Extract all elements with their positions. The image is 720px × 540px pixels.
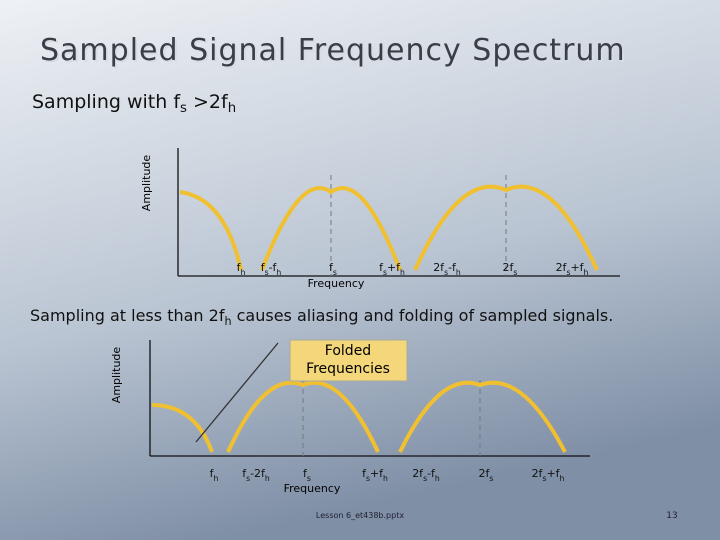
- text-run: f: [261, 261, 266, 274]
- text-run: -f: [269, 261, 278, 274]
- text-run: 2f: [556, 261, 568, 274]
- spectrum-arc: [151, 403, 214, 453]
- subscript: s: [307, 474, 311, 483]
- text-run: -f: [427, 467, 436, 480]
- subscript: h: [214, 474, 219, 483]
- text-run: 2f: [532, 467, 544, 480]
- spectrum-arc: [398, 380, 567, 453]
- subscript: h: [276, 268, 281, 277]
- frequency-label: 2fs-fh: [433, 261, 461, 277]
- subscript: s: [383, 268, 387, 277]
- frequency-label: fh: [210, 467, 219, 483]
- subscript: s: [513, 268, 517, 277]
- y-axis-label: Amplitude: [140, 155, 153, 212]
- callout: Folded: [325, 343, 371, 359]
- frequency-label: fs: [303, 467, 311, 483]
- text-run: f: [303, 467, 308, 480]
- text-run: 2f: [433, 261, 445, 274]
- subscript: s: [444, 268, 448, 277]
- spectrum-arc: [226, 380, 380, 453]
- subscript: h: [228, 101, 236, 116]
- subscript: h: [560, 474, 565, 483]
- footer-file: Lesson 6_et438b.pptx: [316, 511, 404, 520]
- text-run: +f: [570, 261, 584, 274]
- page-number: 13: [666, 511, 677, 521]
- text-run: f: [379, 261, 384, 274]
- frequency-label: fh: [237, 261, 246, 277]
- subscript: s: [489, 474, 493, 483]
- subscript: s: [566, 268, 570, 277]
- text-run: +f: [387, 261, 401, 274]
- subtitle: Sampling with fs >2fh: [32, 91, 236, 116]
- subscript: h: [456, 268, 461, 277]
- text-run: +f: [546, 467, 560, 480]
- text-run: -2f: [250, 467, 266, 480]
- spectrum-arc: [260, 186, 402, 271]
- text-run: -f: [448, 261, 457, 274]
- text-run: >2f: [187, 91, 229, 113]
- text-run: 2f: [412, 467, 424, 480]
- text-run: +f: [370, 467, 384, 480]
- subscript: h: [584, 268, 589, 277]
- frequency-label: 2fs+fh: [556, 261, 589, 277]
- frequency-label: 2fs-fh: [412, 467, 440, 483]
- subscript: h: [224, 315, 231, 328]
- frequency-label: fs-fh: [261, 261, 282, 277]
- text-run: f: [329, 261, 334, 274]
- x-axis-label: Frequency: [284, 482, 341, 495]
- subscript: h: [383, 474, 388, 483]
- y-axis-label: Amplitude: [110, 347, 123, 404]
- diagram-1: Amplitude Frequency: [140, 148, 620, 290]
- subscript: s: [180, 101, 187, 116]
- frequency-label: fs-2fh: [242, 467, 270, 483]
- spectrum-arc: [413, 184, 599, 271]
- frequency-label: 2fs+fh: [532, 467, 565, 483]
- title: Sampled Signal Frequency Spectrum: [40, 33, 626, 68]
- title-shadow: Sampled Signal Frequency Spectrum: [42, 35, 628, 70]
- callout-box: [289, 339, 408, 382]
- frequency-label: 2fs: [479, 467, 494, 483]
- caption: Sampling at less than 2fh causes aliasin…: [30, 306, 613, 328]
- callout: Frequencies: [306, 361, 390, 377]
- subscript: h: [435, 474, 440, 483]
- text-run: causes aliasing and folding of sampled s…: [232, 306, 614, 325]
- text-run: 2f: [503, 261, 515, 274]
- subscript: s: [423, 474, 427, 483]
- subscript: s: [366, 474, 370, 483]
- subscript: s: [333, 268, 337, 277]
- spectrum-arc: [179, 190, 243, 271]
- frequency-label: fs+fh: [379, 261, 405, 277]
- subscript: h: [265, 474, 270, 483]
- subscript: s: [246, 474, 250, 483]
- diagram-2: Folded Frequencies Amplitude Frequency: [110, 339, 590, 495]
- text-run: f: [362, 467, 367, 480]
- subscript: h: [400, 268, 405, 277]
- frequency-label: fs: [329, 261, 337, 277]
- frequency-label: 2fs: [503, 261, 518, 277]
- subscript: s: [265, 268, 269, 277]
- frequency-label: fs+fh: [362, 467, 388, 483]
- text-run: Sampling at less than 2f: [30, 306, 225, 325]
- subscript: s: [542, 474, 546, 483]
- text-run: Sampling with f: [32, 91, 181, 113]
- text-run: 2f: [479, 467, 491, 480]
- x-axis-label: Frequency: [308, 277, 365, 290]
- text-run: f: [242, 467, 247, 480]
- text-run: f: [210, 467, 215, 480]
- text-run: f: [237, 261, 242, 274]
- pointer: [195, 342, 279, 443]
- subscript: h: [241, 268, 246, 277]
